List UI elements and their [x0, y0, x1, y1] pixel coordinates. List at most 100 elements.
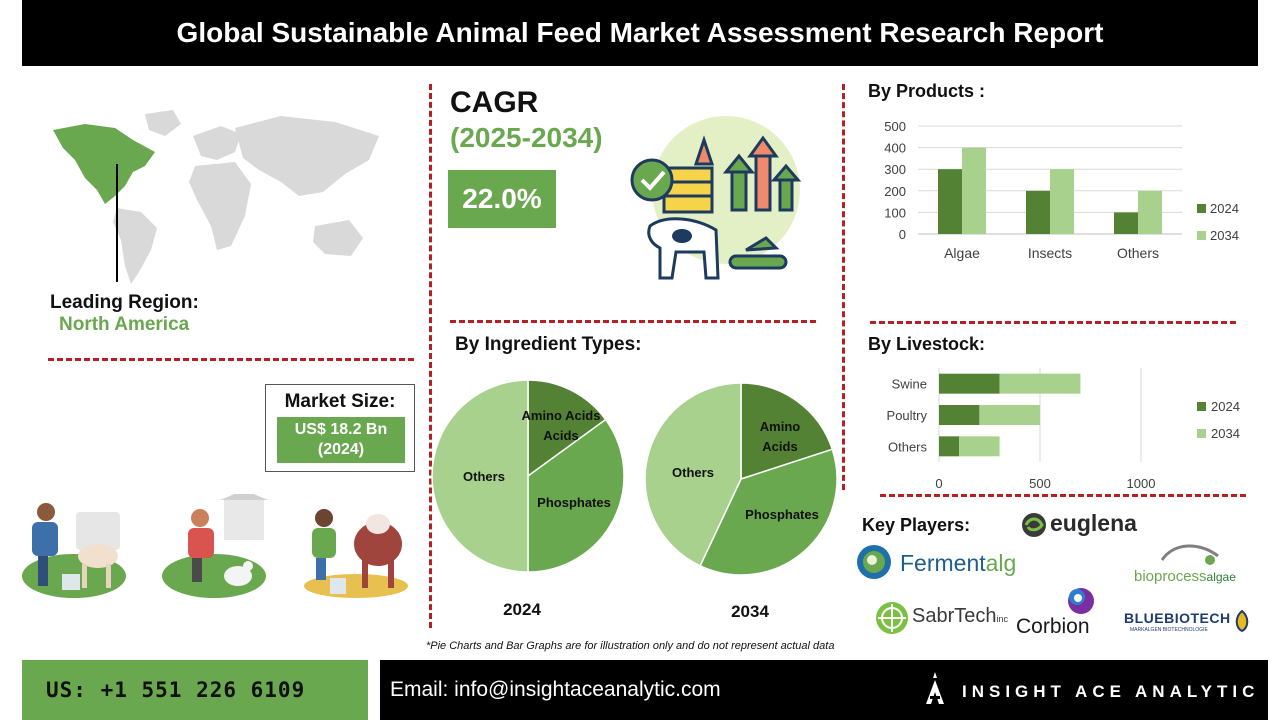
livestock-ytick-label: Poultry — [887, 408, 928, 423]
asia-shape — [235, 116, 379, 196]
australia-shape — [313, 220, 363, 256]
livestock-xtick-label: 500 — [1029, 476, 1051, 491]
divider-livestock — [880, 494, 1246, 497]
pie-2024-label-phosphates: Phosphates — [537, 495, 611, 510]
fermentalg-text-b: alg — [985, 550, 1017, 576]
products-bar-insects-2034 — [1050, 169, 1074, 234]
ingredient-types-title: By Ingredient Types: — [455, 334, 642, 355]
products-bar-others-2024 — [1114, 212, 1138, 234]
euglena-icon — [1022, 513, 1046, 537]
products-ytick-label: 100 — [884, 205, 906, 220]
livestock-bar-swine-2034 — [999, 373, 1081, 394]
products-ytick-label: 300 — [884, 162, 906, 177]
livestock-bar-poultry-2034 — [979, 405, 1040, 425]
divider-left — [429, 84, 432, 628]
bioprocess-algae-icon — [1160, 544, 1219, 565]
pie-2024-slice-0 — [527, 379, 607, 478]
bioprocess-algae-text: bioprocessalgae — [1134, 568, 1236, 585]
pie-2024-label-others: Others — [463, 469, 505, 484]
north-america-shape — [53, 124, 155, 204]
fermentalg-text-a: Ferment — [900, 550, 986, 576]
products-bar-insects-2024 — [1026, 190, 1050, 234]
insight-ace-logo-icon — [926, 672, 944, 704]
bluebiotech-logo: BLUEBIOTECH MARKALGEN BIOTECHNOLOGIE — [1124, 610, 1252, 638]
products-xtick-label: Insects — [1028, 245, 1072, 261]
products-ytick-label: 0 — [899, 227, 906, 242]
cagr-value: 22.0% — [448, 170, 556, 228]
bioprocess-algae-logo: bioprocessalgae — [1132, 540, 1248, 590]
illustration-note: *Pie Charts and Bar Graphs are for illus… — [426, 640, 835, 652]
pie-2034-label-amino-2: Acids — [762, 439, 797, 454]
livestock-ytick-label: Others — [888, 439, 928, 454]
pie-2034-label-others: Others — [672, 465, 714, 480]
market-size-year: (2024) — [317, 441, 365, 458]
world-map — [53, 110, 379, 284]
products-ytick-label: 200 — [884, 184, 906, 199]
pie-2034-year: 2034 — [731, 602, 769, 621]
products-bar-algae-2024 — [938, 169, 962, 234]
pie-2024-year: 2024 — [503, 600, 541, 619]
pie-2034-slice-0 — [740, 382, 834, 481]
pie-2034-slice-2 — [644, 382, 742, 567]
livestock-bar-chart: Swine Poultry Others 0 500 1000 2024 2034 — [887, 368, 1240, 491]
livestock-bar-others-2024 — [939, 436, 960, 457]
market-size-label: Market Size: — [284, 391, 396, 412]
livestock-bar-swine-2024 — [939, 373, 1000, 394]
livestock-bar-poultry-2024 — [939, 405, 980, 425]
report-title: Global Sustainable Animal Feed Market As… — [22, 0, 1258, 66]
pie-2034-slice-1 — [699, 448, 838, 576]
footer-phone[interactable]: US: +1 551 226 6109 — [22, 660, 368, 720]
footer-email[interactable]: Email: info@insightaceanalytic.com — [390, 678, 721, 701]
feed-growth-illustration — [630, 116, 802, 280]
europe-shape — [193, 126, 241, 160]
products-xtick-label: Algae — [944, 245, 980, 261]
sabrtech-icon — [876, 602, 908, 634]
sabrtech-logo: SabrTechinc — [874, 598, 1008, 638]
pie-chart-2024: Amino Acids Acids Phosphates Others 2024 — [431, 379, 625, 619]
sabrtech-text-suffix: inc — [996, 614, 1009, 624]
footer-bar: Email: info@insightaceanalytic.com INSIG… — [380, 660, 1268, 720]
divider-right — [842, 84, 845, 490]
pie-2034-label-phosphates: Phosphates — [745, 507, 819, 522]
africa-shape — [189, 162, 251, 250]
footer-brand: INSIGHT ACE ANALYTIC — [962, 682, 1260, 701]
products-xtick-label: Others — [1117, 245, 1159, 261]
livestock-legend-2034: 2034 — [1211, 426, 1240, 441]
corbion-icon — [1068, 588, 1094, 614]
livestock-legend-2024: 2024 — [1211, 399, 1240, 414]
sabrtech-text: SabrTechinc — [912, 605, 1008, 628]
leading-region-value: North America — [59, 314, 190, 335]
fermentalg-icon — [857, 545, 891, 579]
bioprocess-text-a: bioprocess — [1134, 568, 1207, 585]
farmer-chicken-illustration — [162, 494, 268, 598]
products-legend-2034-swatch — [1197, 231, 1206, 240]
bluebiotech-text: BLUEBIOTECH — [1124, 610, 1231, 626]
pie-2024-slice-2 — [431, 379, 529, 573]
livestock-legend-2024-swatch — [1197, 402, 1206, 411]
livestock-xtick-label: 1000 — [1127, 476, 1156, 491]
euglena-text: euglena — [1050, 510, 1137, 536]
pie-2034-label-amino-1: Amino — [760, 419, 801, 434]
market-size-value: US$ 18.2 Bn — [294, 421, 388, 438]
pie-2024-label-amino-1: Amino Acids — [522, 408, 601, 423]
products-ytick-label: 400 — [884, 141, 906, 156]
bluebiotech-subtext: MARKALGEN BIOTECHNOLOGIE — [1130, 627, 1208, 633]
market-size-value-box: US$ 18.2 Bn (2024) — [277, 417, 405, 463]
fermentalg-logo: Fermentalg — [856, 544, 1032, 582]
corbion-text: Corbion — [1016, 615, 1090, 638]
farmer-cow-illustration — [304, 509, 408, 598]
divider-products — [870, 321, 1236, 324]
products-title: By Products : — [868, 81, 986, 101]
leading-region-label: Leading Region: — [50, 292, 199, 313]
cagr-label: CAGR — [450, 86, 539, 119]
products-legend-2024-swatch — [1197, 204, 1206, 213]
south-america-shape — [113, 208, 157, 284]
livestock-xtick-label: 0 — [935, 476, 942, 491]
sabrtech-text-main: SabrTech — [912, 605, 997, 627]
greenland-shape — [145, 110, 181, 136]
products-legend-2024: 2024 — [1210, 201, 1239, 216]
products-bar-algae-2034 — [962, 147, 986, 234]
euglena-logo: euglena — [1020, 510, 1144, 540]
bioprocess-text-b: algae — [1206, 570, 1236, 584]
livestock-legend-2034-swatch — [1197, 429, 1206, 438]
